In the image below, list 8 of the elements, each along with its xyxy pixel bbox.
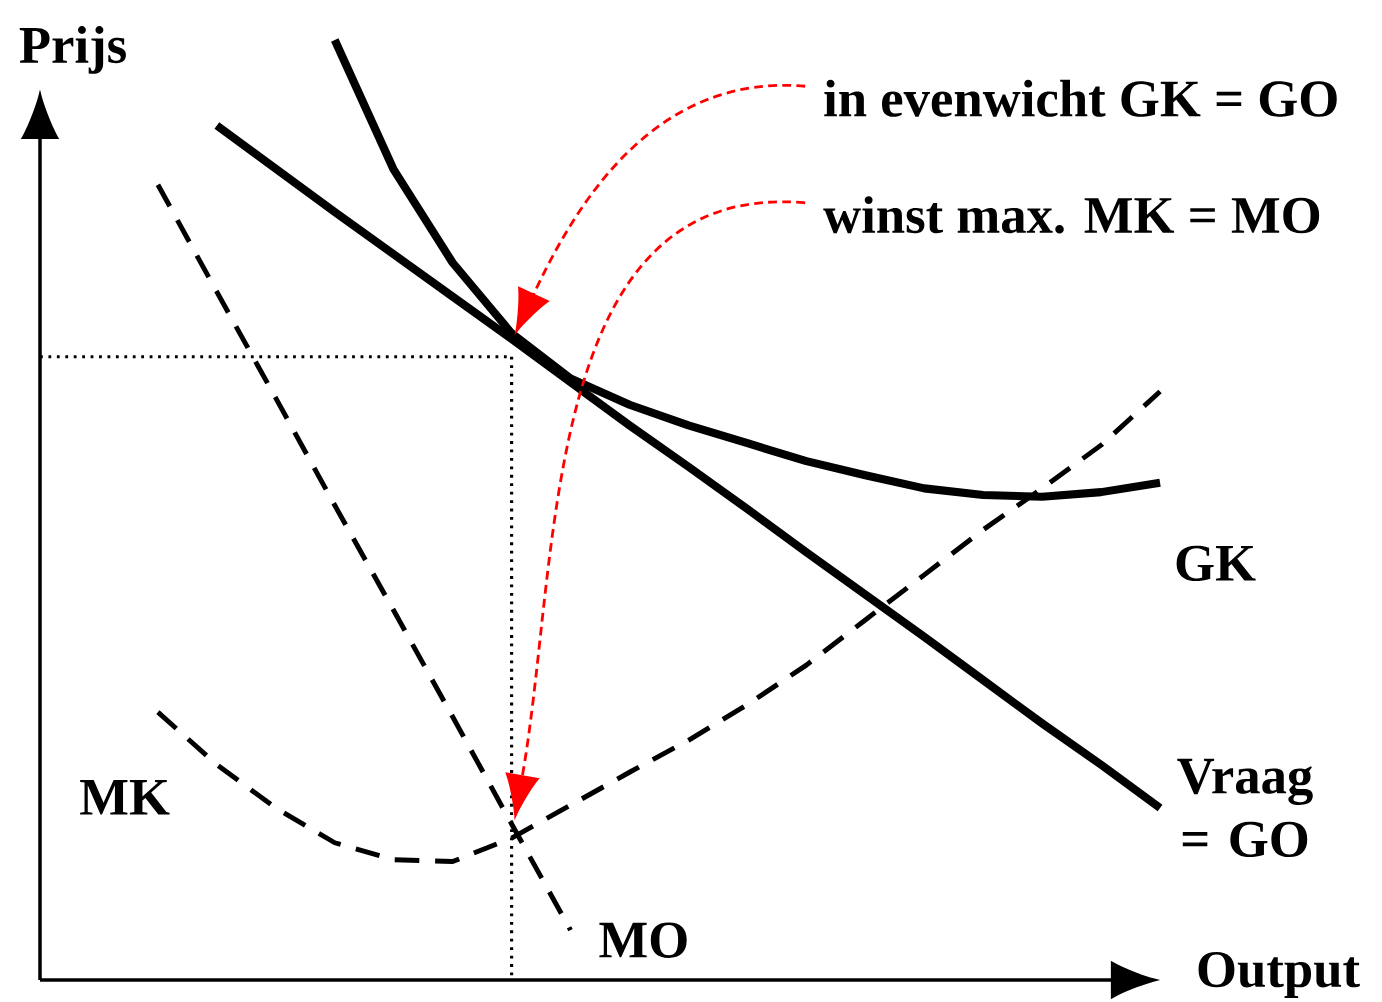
x-axis-title: Output — [1198, 951, 1360, 999]
series-label: Vraag = GO — [1177, 758, 1313, 858]
series-label: MO — [599, 922, 687, 958]
annotation: winst max. MK = MO — [823, 196, 1320, 234]
series-label: MK — [80, 779, 170, 815]
series-label: GK — [1176, 545, 1256, 582]
annotation: in evenwicht GK = GO — [824, 79, 1337, 117]
y-axis-title: Prijs — [19, 26, 126, 74]
